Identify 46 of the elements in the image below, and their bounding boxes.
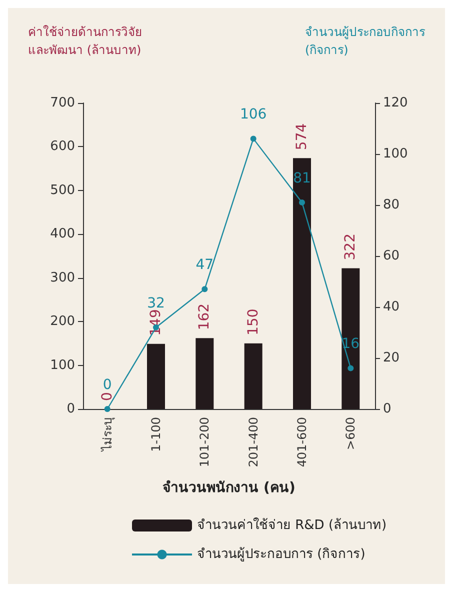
point	[348, 365, 354, 372]
y-tick-label: 400	[50, 226, 75, 242]
data-label: 574	[294, 123, 310, 150]
x-tick-label: ไม่ระบุ	[100, 417, 116, 452]
y2-tick-label: 40	[383, 300, 400, 314]
y-axis-title: ค่าใช้จ่ายด้านการวิจัย และพัฒนา (ล้านบาท)	[28, 25, 142, 57]
point	[104, 406, 110, 412]
y-tick-label: 700	[50, 96, 75, 110]
y2-tick-label: 60	[383, 248, 400, 264]
data-label: 162	[196, 303, 213, 330]
x-tick-label: 201-400	[246, 417, 260, 468]
y-tick-label: 0	[66, 402, 75, 416]
x-tick-label: 101-200	[198, 417, 212, 468]
y-tick-label: 500	[50, 182, 75, 198]
bar	[293, 158, 311, 409]
point	[299, 199, 305, 206]
x-tick-label: 1-100	[149, 417, 163, 452]
y2-tick-label: 80	[383, 198, 400, 212]
x-tick-label: >600	[344, 417, 358, 450]
bar	[196, 338, 214, 409]
data-label: 0	[102, 377, 112, 393]
data-label: 0	[99, 392, 116, 401]
bar	[342, 268, 360, 409]
bar	[244, 343, 262, 409]
y-tick-label: 200	[50, 314, 75, 330]
y-tick-label: 100	[50, 358, 75, 373]
y2-tick-label: 20	[383, 350, 400, 366]
y2-tick-label: 100	[383, 146, 408, 162]
x-axis-title: จำนวนพนักงาน (คน)	[162, 480, 296, 496]
data-label: 150	[245, 308, 262, 336]
legend-label: จำนวนค่าใช้จ่าย R&D (ล้านบาท)	[197, 517, 387, 533]
point	[250, 136, 256, 142]
x-tick-label: 401-600	[295, 417, 309, 468]
data-label: 106	[240, 106, 267, 123]
data-label: 322	[342, 234, 359, 260]
y2-tick-label: 120	[383, 96, 408, 110]
y-tick-label: 300	[50, 270, 75, 286]
data-label: 32	[147, 295, 165, 312]
y-tick-label: 600	[50, 139, 75, 154]
bar	[147, 344, 165, 409]
data-label: 81	[293, 170, 311, 186]
y2-axis-title: จำนวนผู้ประกอบกิจการ (กิจการ)	[305, 25, 426, 57]
legend-label: จำนวนผู้ประกอบการ (กิจการ)	[197, 547, 366, 562]
y2-tick-label: 0	[383, 402, 392, 416]
data-label: 47	[196, 257, 214, 274]
point	[202, 286, 208, 292]
